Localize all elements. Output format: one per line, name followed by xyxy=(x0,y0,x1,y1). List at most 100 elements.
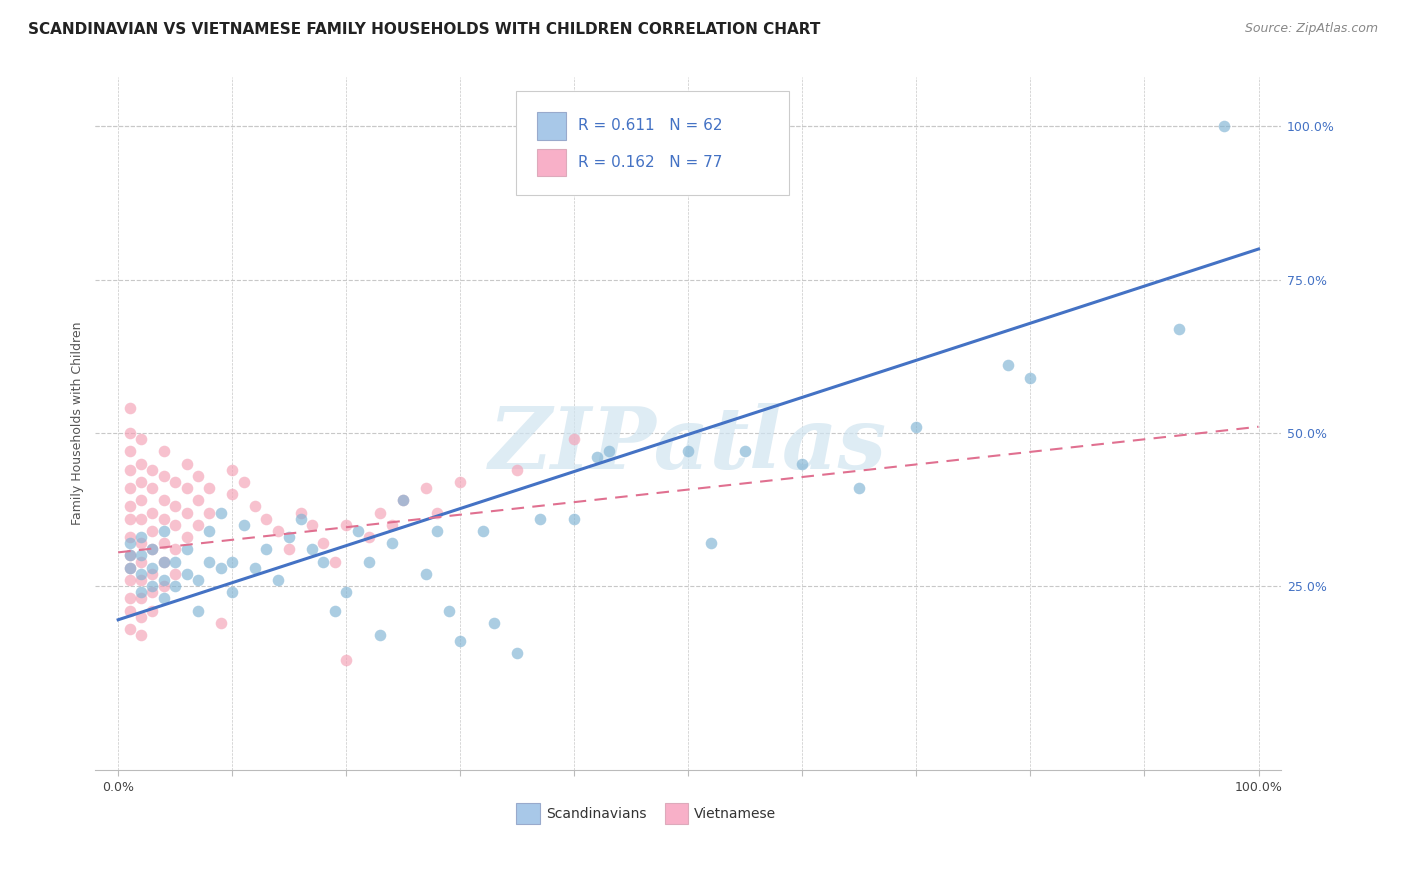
Point xyxy=(301,517,323,532)
Point xyxy=(118,500,141,514)
Point xyxy=(141,566,163,581)
Point xyxy=(381,517,404,532)
Text: SCANDINAVIAN VS VIETNAMESE FAMILY HOUSEHOLDS WITH CHILDREN CORRELATION CHART: SCANDINAVIAN VS VIETNAMESE FAMILY HOUSEH… xyxy=(28,22,821,37)
Point xyxy=(165,555,187,569)
Point xyxy=(118,560,141,574)
Point xyxy=(129,493,152,508)
Point xyxy=(129,530,152,544)
Point xyxy=(449,634,471,648)
Point xyxy=(472,524,495,538)
Point xyxy=(129,536,152,550)
Point xyxy=(176,566,198,581)
Point xyxy=(221,555,243,569)
Point xyxy=(141,542,163,557)
FancyBboxPatch shape xyxy=(516,91,789,195)
Point xyxy=(152,511,174,525)
Point xyxy=(176,481,198,495)
Point xyxy=(1213,120,1236,134)
Point xyxy=(415,481,437,495)
Point xyxy=(198,555,221,569)
Text: ZIPatlas: ZIPatlas xyxy=(489,402,887,486)
Point xyxy=(381,536,404,550)
Point xyxy=(129,511,152,525)
Point xyxy=(141,542,163,557)
Point xyxy=(118,462,141,476)
Point xyxy=(187,573,209,587)
Point xyxy=(198,506,221,520)
Text: R = 0.162   N = 77: R = 0.162 N = 77 xyxy=(578,155,723,170)
Point xyxy=(254,511,277,525)
Point xyxy=(301,542,323,557)
Point xyxy=(165,579,187,593)
Point xyxy=(118,511,141,525)
Point xyxy=(176,530,198,544)
Point xyxy=(734,444,756,458)
Point xyxy=(118,549,141,563)
Point xyxy=(129,475,152,489)
Point xyxy=(209,615,232,630)
Point xyxy=(1167,321,1189,335)
Point xyxy=(346,524,368,538)
Point xyxy=(187,604,209,618)
Point xyxy=(335,652,357,666)
Point xyxy=(141,506,163,520)
Point xyxy=(426,524,449,538)
Point xyxy=(905,419,928,434)
Point xyxy=(176,542,198,557)
Point xyxy=(290,511,312,525)
Point xyxy=(141,462,163,476)
Point xyxy=(129,432,152,446)
Point xyxy=(165,542,187,557)
Point xyxy=(198,481,221,495)
Point xyxy=(506,647,529,661)
Point xyxy=(118,591,141,606)
Point xyxy=(312,536,335,550)
Point xyxy=(700,536,723,550)
Point xyxy=(392,493,415,508)
Point xyxy=(152,573,174,587)
Point xyxy=(152,444,174,458)
Point xyxy=(118,530,141,544)
Bar xyxy=(537,112,567,140)
Point xyxy=(118,560,141,574)
Point xyxy=(562,432,585,446)
Point xyxy=(152,536,174,550)
Point xyxy=(415,566,437,581)
Bar xyxy=(665,803,689,824)
Point xyxy=(141,604,163,618)
Point xyxy=(290,506,312,520)
Point xyxy=(221,585,243,599)
Point xyxy=(586,450,609,465)
Point xyxy=(152,555,174,569)
Point xyxy=(129,457,152,471)
Point xyxy=(243,500,266,514)
Text: Vietnamese: Vietnamese xyxy=(695,806,776,821)
Point xyxy=(165,500,187,514)
Point xyxy=(598,444,620,458)
Point xyxy=(129,628,152,642)
Point xyxy=(118,444,141,458)
Point xyxy=(129,609,152,624)
Point xyxy=(267,573,290,587)
Point xyxy=(209,506,232,520)
Point xyxy=(118,549,141,563)
Point xyxy=(997,359,1019,373)
Point xyxy=(357,555,380,569)
Point xyxy=(187,468,209,483)
Point xyxy=(152,579,174,593)
Point xyxy=(187,517,209,532)
Point xyxy=(221,462,243,476)
Point xyxy=(278,530,301,544)
Point xyxy=(165,566,187,581)
Point xyxy=(118,604,141,618)
Point xyxy=(152,493,174,508)
Point xyxy=(357,530,380,544)
Point xyxy=(232,517,254,532)
Point xyxy=(141,560,163,574)
Point xyxy=(335,517,357,532)
Point xyxy=(323,604,346,618)
Point xyxy=(232,475,254,489)
Text: Scandinavians: Scandinavians xyxy=(546,806,647,821)
Point xyxy=(152,468,174,483)
Bar xyxy=(516,803,540,824)
